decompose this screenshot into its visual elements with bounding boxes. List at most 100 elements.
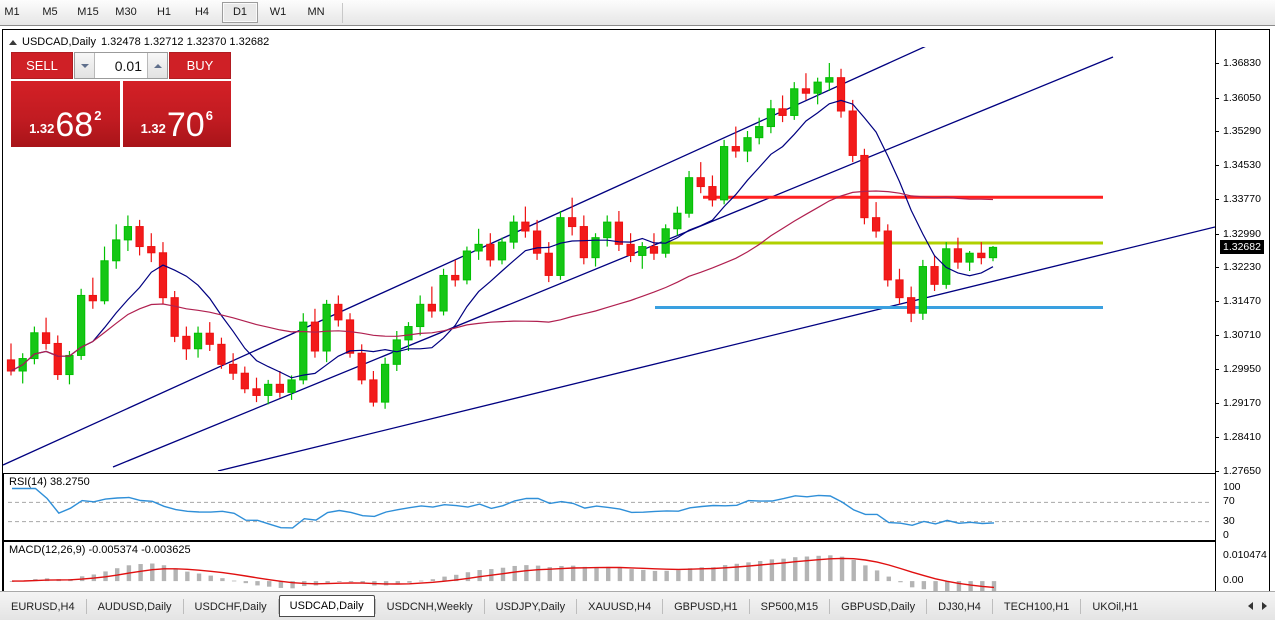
chevron-up-icon	[153, 63, 162, 68]
timeframe-button-m15[interactable]: M15	[77, 6, 99, 18]
tab-separator	[1080, 598, 1082, 614]
price-plot[interactable]	[3, 47, 1215, 471]
tab-separator	[483, 598, 485, 614]
bid-price-fraction: 2	[94, 108, 102, 123]
timeframe-button-h1[interactable]: H1	[156, 6, 172, 18]
tab-separator	[182, 598, 184, 614]
oct-price-row: 1.32 68 2 1.32 70 6	[11, 81, 231, 147]
scroll-left-icon[interactable]	[1248, 602, 1253, 610]
sell-button[interactable]: SELL	[11, 52, 73, 79]
macd-pane[interactable]: MACD(12,26,9) -0.005374 -0.003625	[3, 541, 1216, 599]
price-tick-mark	[1215, 131, 1219, 133]
timeframe-button-h4[interactable]: H4	[194, 6, 210, 18]
price-tick-label: 1.30710	[1223, 329, 1261, 341]
ask-price-prefix: 1.32	[140, 121, 166, 136]
rsi-scale: 100 70 30 0	[1215, 473, 1271, 541]
ask-price-button[interactable]: 1.32 70 6	[122, 81, 231, 147]
rsi-level-label: 100	[1223, 481, 1241, 493]
price-tick-label: 1.31470	[1223, 295, 1261, 308]
price-tick-mark	[1215, 403, 1219, 405]
price-tick-mark	[1215, 267, 1219, 269]
tab-separator	[374, 598, 376, 614]
price-tick-mark	[1215, 63, 1219, 64]
chart-tab-gbpusd-h1[interactable]: GBPUSD,H1	[674, 601, 738, 613]
macd-title: MACD(12,26,9) -0.005374 -0.003625	[9, 544, 191, 556]
price-tick-label: 1.29170	[1223, 397, 1261, 410]
timeframe-button-mn[interactable]: MN	[307, 6, 325, 18]
timeframe-toolbar: M1 M5 M15 M30 H1 H4 D1 W1 MN	[0, 0, 1275, 26]
rsi-level-label: 70	[1223, 495, 1235, 508]
chart-tab-eurusd-h4[interactable]: EURUSD,H4	[11, 601, 75, 613]
tab-separator	[277, 598, 279, 614]
chart-tab-tech100-h1[interactable]: TECH100,H1	[1003, 601, 1070, 613]
chart-tab-sp500-m15[interactable]: SP500,M15	[760, 601, 819, 613]
price-tick-mark	[1215, 471, 1219, 472]
rsi-level-label: 30	[1223, 514, 1235, 527]
triangle-up-icon	[9, 39, 17, 45]
chart-symbol-label: USDCAD,Daily	[22, 36, 96, 48]
chart-ohlc-label: 1.32478 1.32712 1.32370 1.32682	[100, 36, 270, 48]
chart-tab-audusd-daily[interactable]: AUDUSD,Daily	[97, 601, 172, 613]
timeframe-button-w1[interactable]: W1	[269, 6, 287, 18]
price-tick-mark	[1215, 165, 1219, 167]
bid-price-button[interactable]: 1.32 68 2	[11, 81, 120, 147]
price-tick-label: 1.36050	[1223, 91, 1261, 104]
chart-header: USDCAD,Daily 1.32478 1.32712 1.32370 1.3…	[9, 36, 269, 48]
timeframe-button-m30[interactable]: M30	[115, 6, 137, 18]
volume-stepper[interactable]: 0.01	[74, 52, 168, 79]
timeframe-button-m5[interactable]: M5	[42, 6, 58, 18]
price-tick-mark	[1215, 437, 1219, 439]
price-tick-label: 1.29950	[1223, 362, 1261, 375]
volume-decrease-button[interactable]	[75, 53, 95, 78]
rsi-level-label: 0	[1223, 529, 1229, 541]
macd-level-label: 0.00	[1223, 574, 1244, 587]
chart-tab-bar: EURUSD,H4 AUDUSD,Daily USDCHF,Daily USDCAD,…	[0, 591, 1275, 620]
tab-separator	[748, 598, 750, 614]
price-tick-label: 1.33770	[1223, 193, 1261, 205]
chart-tab-usdcnh-weekly[interactable]: USDCNH,Weekly	[386, 601, 473, 613]
tab-scroll-controls[interactable]	[1248, 602, 1275, 610]
price-tick-label: 1.32990	[1223, 227, 1261, 240]
chart-tab-dj30-h4[interactable]: DJ30,H4	[938, 601, 981, 613]
price-tick-mark	[1215, 233, 1219, 235]
price-tick-label: 1.32230	[1223, 261, 1261, 274]
price-tick-mark	[1215, 368, 1219, 370]
bid-price-prefix: 1.32	[29, 121, 55, 136]
chart-tab-xauusd-h4[interactable]: XAUUSD,H4	[588, 601, 652, 613]
chart-tab-usdchf-daily[interactable]: USDCHF,Daily	[194, 601, 267, 613]
price-tick-mark	[1215, 335, 1219, 336]
price-tick-mark	[1215, 301, 1219, 303]
rsi-plot	[8, 487, 1212, 529]
current-price-label: 1.32682	[1220, 240, 1264, 255]
chart-window: USDCAD,Daily 1.32478 1.32712 1.32370 1.3…	[0, 25, 1275, 615]
timeframe-button-d1[interactable]: D1	[222, 2, 258, 23]
price-tick-label: 1.36830	[1223, 57, 1261, 69]
volume-input[interactable]: 0.01	[114, 57, 142, 74]
price-tick-mark	[1215, 199, 1219, 200]
tab-separator	[991, 598, 993, 614]
timeframe-button-m1[interactable]: M1	[4, 6, 20, 18]
price-axis-divider	[1215, 30, 1216, 590]
chart-tab-usdcad-daily[interactable]: USDCAD,Daily	[278, 595, 375, 617]
bid-price-big: 68	[55, 106, 94, 144]
price-tick-label: 1.28410	[1223, 431, 1261, 444]
one-click-trading-panel[interactable]: SELL 0.01 BUY 1.32	[11, 52, 231, 148]
chart-tab-gbpusd-daily[interactable]: GBPUSD,Daily	[841, 601, 916, 613]
price-scale[interactable]: 1.36830 1.36050 1.35290 1.34530 1.33770 1.329…	[1215, 30, 1271, 590]
price-tick-mark	[1215, 97, 1219, 99]
chart-canvas-frame[interactable]: USDCAD,Daily 1.32478 1.32712 1.32370 1.3…	[2, 29, 1270, 615]
oct-top-row: SELL 0.01 BUY	[11, 52, 231, 79]
tab-separator	[576, 598, 578, 614]
buy-button[interactable]: BUY	[169, 52, 231, 79]
chart-tab-ukoil-h1[interactable]: UKOil,H1	[1092, 601, 1139, 613]
macd-plot	[9, 555, 997, 592]
scroll-right-icon[interactable]	[1262, 602, 1267, 610]
price-tick-label: 1.35290	[1223, 125, 1261, 138]
volume-increase-button[interactable]	[147, 53, 167, 78]
chart-tab-usdjpy-daily[interactable]: USDJPY,Daily	[495, 601, 566, 613]
rsi-title: RSI(14) 38.2750	[9, 476, 90, 488]
tab-separator	[662, 598, 664, 614]
rsi-pane[interactable]: RSI(14) 38.2750	[3, 473, 1216, 541]
price-tick-label: 1.34530	[1223, 159, 1261, 172]
